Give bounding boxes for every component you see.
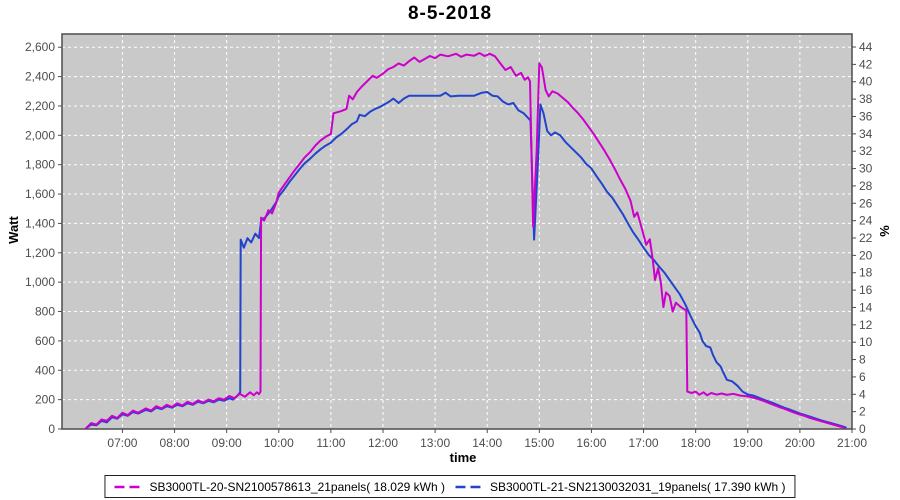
y-axis-tick-label: 1,400 bbox=[25, 216, 55, 230]
right-axis-tick-label: 26 bbox=[859, 196, 873, 210]
x-axis-tick-label: 11:00 bbox=[316, 436, 345, 450]
right-axis-tick-label: 8 bbox=[859, 353, 866, 367]
right-axis-tick-label: 0 bbox=[859, 422, 866, 436]
x-axis-tick-label: 19:00 bbox=[733, 436, 763, 450]
y-axis-tick-label: 1,200 bbox=[25, 246, 55, 260]
right-axis-tick-label: 6 bbox=[859, 370, 866, 384]
y-axis-tick-label: 400 bbox=[35, 363, 55, 377]
y-axis-tick-label: 600 bbox=[35, 334, 55, 348]
legend-item-2: SB3000TL-21-SN2130032031_19panels( 17.39… bbox=[455, 480, 786, 494]
right-axis-tick-label: 30 bbox=[859, 162, 873, 176]
legend-label-2: SB3000TL-21-SN2130032031_19panels( 17.39… bbox=[490, 479, 786, 494]
y-axis-tick-label: 1,800 bbox=[25, 158, 55, 172]
y-axis-tick-label: 200 bbox=[35, 393, 55, 407]
right-axis-tick-label: 44 bbox=[859, 40, 873, 54]
legend-key-line-1 bbox=[114, 485, 145, 488]
y-axis-tick-label: 2,400 bbox=[25, 70, 55, 84]
x-axis-label-time: time bbox=[449, 450, 477, 465]
y-axis-tick-label: 0 bbox=[48, 422, 55, 436]
y-axis-tick-label: 2,200 bbox=[25, 99, 55, 113]
right-axis-tick-label: 12 bbox=[859, 318, 873, 332]
x-axis-tick-label: 08:00 bbox=[160, 436, 190, 450]
chart-title: 8-5-2018 bbox=[407, 3, 493, 24]
right-axis-tick-label: 16 bbox=[859, 283, 873, 297]
legend-key-line-2 bbox=[455, 485, 485, 488]
right-axis-tick-label: 28 bbox=[859, 179, 873, 193]
x-axis-tick-label: 12:00 bbox=[368, 436, 398, 450]
plot-area bbox=[62, 34, 852, 429]
series-line-1 bbox=[85, 52, 846, 430]
y-axis-label-percent: % bbox=[877, 225, 892, 237]
x-axis-tick-label: 21:00 bbox=[837, 436, 867, 450]
right-axis-tick-label: 4 bbox=[859, 387, 866, 401]
right-axis-tick-label: 36 bbox=[859, 109, 873, 123]
right-axis-tick-label: 14 bbox=[859, 300, 873, 314]
x-axis-tick-label: 09:00 bbox=[212, 436, 242, 450]
y-axis-tick-label: 1,000 bbox=[25, 275, 55, 289]
x-axis-tick-label: 15:00 bbox=[524, 436, 554, 450]
x-axis-tick-label: 07:00 bbox=[107, 436, 137, 450]
y-axis-label-watt: Watt bbox=[6, 216, 21, 244]
right-axis-tick-label: 2 bbox=[859, 405, 866, 419]
x-axis-tick-label: 16:00 bbox=[576, 436, 606, 450]
y-axis-tick-label: 2,600 bbox=[25, 40, 55, 54]
right-axis-tick-label: 22 bbox=[859, 231, 873, 245]
x-axis-tick-label: 17:00 bbox=[629, 436, 659, 450]
right-axis-tick-label: 32 bbox=[859, 144, 873, 158]
y-axis-tick-label: 1,600 bbox=[25, 187, 55, 201]
x-axis-tick-label: 10:00 bbox=[264, 436, 294, 450]
legend-label-1: SB3000TL-20-SN2100578613_21panels( 18.02… bbox=[149, 479, 445, 494]
y-axis-tick-label: 800 bbox=[35, 305, 55, 319]
right-axis-tick-label: 38 bbox=[859, 92, 873, 106]
x-axis-tick-label: 13:00 bbox=[420, 436, 450, 450]
right-axis-tick-label: 34 bbox=[859, 127, 873, 141]
legend-box: SB3000TL-20-SN2100578613_21panels( 18.02… bbox=[104, 475, 796, 498]
right-axis-tick-label: 18 bbox=[859, 266, 873, 280]
plot-border bbox=[61, 33, 853, 430]
right-axis-tick-label: 20 bbox=[859, 248, 873, 262]
series-line-2 bbox=[85, 91, 847, 430]
x-axis-tick-label: 20:00 bbox=[785, 436, 815, 450]
right-axis-tick-label: 42 bbox=[859, 57, 873, 71]
right-axis-tick-label: 24 bbox=[859, 214, 873, 228]
right-axis-tick-label: 40 bbox=[859, 75, 873, 89]
legend-item-1: SB3000TL-20-SN2100578613_21panels( 18.02… bbox=[114, 480, 445, 494]
y-axis-tick-label: 2,000 bbox=[25, 128, 55, 142]
x-axis-tick-label: 14:00 bbox=[472, 436, 502, 450]
right-axis-tick-label: 10 bbox=[859, 335, 873, 349]
x-axis-tick-label: 18:00 bbox=[681, 436, 711, 450]
